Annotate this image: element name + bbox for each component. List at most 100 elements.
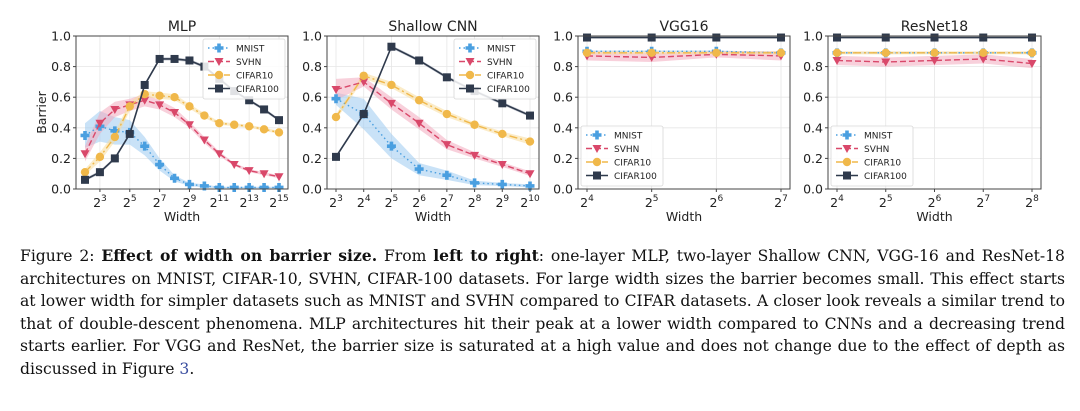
data-point-mnist (199, 181, 209, 191)
legend-label: SVHN (614, 145, 639, 155)
legend: MNIST SVHN CIFAR10 CIFAR100 (202, 38, 286, 100)
data-point-svhn (497, 161, 507, 170)
data-point-cifar10 (979, 48, 988, 58)
x-tick-label: 210 (520, 194, 540, 210)
data-point-mnist (229, 182, 239, 192)
data-point-cifar10 (331, 112, 341, 122)
data-point-cifar10 (1027, 48, 1037, 58)
data-point-mnist (259, 182, 269, 192)
data-point-cifar100 (777, 33, 785, 42)
y-tick-label: 0.6 (302, 90, 322, 105)
x-tick-label: 215 (269, 194, 288, 210)
data-point-cifar10 (776, 48, 786, 58)
data-point-cifar100 (185, 56, 194, 65)
legend-marker-cifar10 (592, 157, 602, 167)
data-point-cifar10 (155, 91, 164, 100)
x-tick-label: 26 (709, 194, 723, 210)
legend-box (453, 38, 537, 100)
confidence-band-mnist (336, 92, 530, 188)
data-point-svhn (184, 121, 194, 130)
x-axis-label: Width (164, 209, 200, 224)
caption-left-to-right: left to right (433, 246, 539, 265)
y-tick-label: 0.4 (553, 120, 573, 135)
x-tick-label: 27 (774, 194, 788, 210)
chart-title: Shallow CNN (388, 19, 477, 35)
legend-marker-svhn (465, 58, 475, 66)
x-tick-label: 28 (1025, 194, 1039, 210)
data-point-cifar10 (647, 48, 656, 58)
legend-marker-svhn (214, 58, 224, 66)
data-point-svhn (155, 101, 165, 110)
chart-title: MLP (168, 19, 196, 35)
data-point-cifar10 (359, 71, 368, 80)
chart-resnet18: 0.0 0.2 0.4 0.6 0.8 1.0 24 25 26 27 28 ResNet18 Widt… (803, 19, 1042, 224)
data-point-cifar100 (110, 154, 119, 163)
data-point-mnist (184, 179, 194, 189)
data-point-cifar10 (259, 125, 269, 134)
data-point-cifar100 (275, 116, 283, 125)
y-tick-label: 0.8 (51, 59, 71, 74)
data-point-cifar10 (95, 152, 105, 162)
data-point-cifar100 (930, 33, 939, 42)
legend-label: CIFAR100 (614, 172, 657, 182)
data-point-cifar10 (170, 93, 179, 102)
data-point-svhn (259, 170, 269, 179)
data-point-svhn (274, 173, 284, 182)
x-tick-label: 27 (153, 194, 167, 210)
data-point-cifar10 (215, 119, 224, 128)
data-point-svhn (331, 86, 341, 95)
y-tick-label: 0.2 (51, 151, 71, 166)
data-point-cifar100 (833, 33, 841, 42)
x-tick-label: 23 (93, 194, 107, 210)
data-point-cifar100 (155, 54, 164, 63)
y-tick-label: 1.0 (51, 29, 71, 44)
legend-label: CIFAR10 (864, 159, 901, 169)
legend-marker-cifar100 (593, 171, 601, 180)
data-point-mnist (442, 170, 452, 180)
legend-label: CIFAR100 (864, 172, 907, 182)
legend-item-cifar100: CIFAR100 (208, 84, 279, 95)
legend-label: CIFAR100 (236, 85, 279, 95)
legend: MNIST SVHN CIFAR10 CIFAR100 (453, 38, 537, 100)
x-tick-label: 29 (183, 194, 197, 210)
data-point-mnist (497, 179, 507, 189)
legend-label: CIFAR10 (614, 159, 651, 169)
x-axis-label: Width (415, 209, 451, 224)
legend-item-cifar10: CIFAR10 (836, 157, 901, 169)
y-tick-label: 1.0 (803, 29, 823, 44)
data-point-svhn (244, 167, 254, 176)
legend-marker-mnist (214, 43, 224, 53)
data-point-svhn (978, 55, 988, 64)
y-tick-label: 0.4 (803, 120, 823, 135)
x-axis-label: Width (666, 209, 702, 224)
chart-vgg16: 0.0 0.2 0.4 0.6 0.8 1.0 24 25 26 27 VGG16 Width MNIS… (553, 19, 791, 224)
data-point-svhn (525, 170, 535, 179)
legend-marker-svhn (592, 145, 602, 153)
y-tick-label: 1.0 (553, 29, 573, 44)
legend-item-cifar100: CIFAR100 (836, 171, 907, 182)
confidence-band-svhn (336, 77, 530, 176)
data-point-cifar10 (387, 80, 396, 90)
data-point-cifar100 (881, 33, 890, 42)
legend-item-mnist: MNIST (586, 130, 643, 142)
data-point-svhn (80, 150, 90, 159)
y-tick-label: 0.2 (553, 151, 573, 166)
data-point-svhn (214, 150, 224, 159)
legend-item-cifar10: CIFAR10 (459, 70, 524, 82)
x-tick-label: 25 (385, 194, 399, 210)
caption-text-3: . (189, 359, 195, 378)
data-point-mnist (214, 182, 224, 192)
x-axis-label: Width (916, 209, 952, 224)
data-point-cifar100 (1028, 33, 1036, 42)
figure-reference-link[interactable]: 3 (179, 359, 190, 378)
axes-frame (577, 35, 791, 190)
legend-marker-cifar100 (843, 171, 851, 180)
figure-charts: 0.0 0.2 0.4 0.6 0.8 1.0 23 25 27 29 211 213 215 MLP Wi… (34, 19, 1042, 224)
legend-label: MNIST (487, 45, 516, 55)
legend-item-svhn: SVHN (586, 145, 639, 155)
legend-marker-mnist (465, 43, 475, 53)
y-tick-label: 1.0 (302, 29, 322, 44)
data-point-mnist (80, 130, 90, 140)
x-tick-label: 24 (357, 194, 371, 210)
data-point-cifar10 (230, 120, 239, 129)
